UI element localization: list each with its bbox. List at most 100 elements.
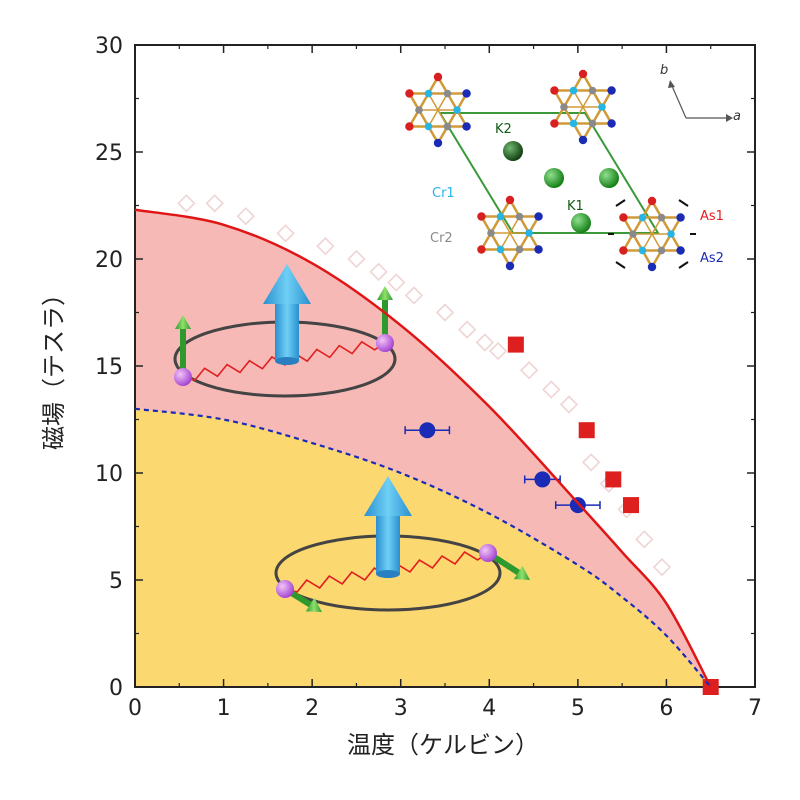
- series-solid-line: [134, 208, 712, 688]
- arsenic-atom: [462, 122, 471, 131]
- data-point-square: [578, 422, 595, 439]
- inset-label-cr1: Cr1: [432, 186, 455, 201]
- x-tick-label: 4: [482, 696, 496, 721]
- y-tick-label: 25: [95, 141, 123, 166]
- spin-illustration-lower: [274, 476, 530, 612]
- axis-ticks: [134, 44, 756, 688]
- arrow-head-icon: [668, 80, 675, 88]
- spin-bar: [615, 199, 626, 207]
- inset-label-b: b: [660, 63, 668, 78]
- arsenic-atom: [534, 245, 543, 254]
- chromium-atom: [443, 89, 452, 98]
- chromium-atom: [496, 245, 505, 254]
- y-tick-label: 5: [109, 569, 123, 594]
- arsenic-atom: [607, 86, 616, 95]
- unit-cell: [438, 112, 660, 234]
- x-tick-label: 2: [305, 696, 319, 721]
- data-point-square: [623, 497, 639, 514]
- data-point-diamond: [435, 303, 455, 322]
- arsenic-atom: [534, 212, 543, 221]
- x-tick-label: 0: [128, 696, 142, 721]
- x-tick-label: 1: [217, 696, 231, 721]
- y-tick-label: 0: [109, 676, 123, 701]
- data-point-diamond: [475, 333, 494, 352]
- inset-label-as2: As2: [700, 251, 724, 266]
- data-point-diamond: [582, 453, 601, 472]
- data-point-circle: [534, 471, 551, 488]
- arsenic-atom: [405, 122, 414, 131]
- data-point-diamond: [347, 249, 366, 269]
- chromium-atom: [496, 212, 505, 221]
- phase-boundary-dashed: [134, 407, 712, 688]
- cr-as-cluster: [550, 69, 616, 145]
- chromium-atom: [560, 103, 568, 111]
- data-point-diamond: [387, 273, 406, 292]
- spin-illustration-upper: [173, 264, 397, 398]
- chromium-atom: [588, 86, 597, 95]
- x-tick-label: 6: [659, 696, 673, 721]
- chromium-atom: [525, 229, 533, 237]
- cr-as-cluster: [608, 196, 696, 272]
- data-series: [134, 194, 719, 695]
- arsenic-atom: [619, 246, 628, 255]
- y-tick-label: 30: [95, 34, 123, 59]
- spin-bar: [615, 261, 626, 269]
- spin-arrow-head: [263, 264, 311, 304]
- chromium-atom: [667, 230, 675, 238]
- chromium-atom: [598, 103, 606, 111]
- potassium-k1-atom: [544, 168, 564, 188]
- potassium-k2-atom: [503, 141, 523, 161]
- inset-label-as1: As1: [700, 209, 724, 224]
- y-tick-label: 10: [95, 462, 123, 487]
- data-point-diamond: [404, 286, 424, 305]
- arsenic-atom: [619, 213, 628, 222]
- arsenic-atom: [477, 212, 486, 221]
- data-point-diamond: [559, 395, 579, 414]
- inset-label-a: a: [733, 109, 741, 124]
- bond-triangle: [479, 197, 541, 251]
- chromium-atom: [657, 213, 666, 222]
- spin-illustrations: [173, 264, 530, 612]
- arsenic-atom: [550, 86, 559, 95]
- chromium-atom: [657, 246, 666, 255]
- arsenic-atom: [433, 138, 443, 148]
- data-point-diamond: [542, 380, 561, 399]
- data-point-diamond: [458, 320, 477, 339]
- spin-arrow-head: [364, 476, 412, 516]
- cr-as-cluster: [405, 72, 471, 148]
- chromium-atom: [638, 213, 647, 222]
- inset-label-k1: K1: [567, 199, 584, 214]
- arrow-head-icon: [726, 114, 733, 122]
- data-point-diamond: [316, 237, 335, 256]
- arsenic-atom: [607, 119, 616, 128]
- arsenic-atom: [433, 72, 443, 82]
- data-point-square: [605, 471, 622, 488]
- arsenic-atom: [405, 89, 414, 98]
- data-point-circle: [419, 422, 436, 439]
- chromium-atom: [424, 89, 433, 98]
- spin-arrow-shaft: [275, 302, 299, 361]
- magnetic-ion-icon: [174, 368, 192, 386]
- moment-arrow-head: [175, 315, 191, 329]
- bond-triangle: [407, 74, 469, 128]
- axis-b-arrow: [671, 85, 687, 119]
- spin-arrow-base: [376, 570, 400, 578]
- chromium-atom: [487, 229, 495, 237]
- arsenic-atom: [505, 261, 515, 271]
- inset-label-cr2: Cr2: [430, 231, 453, 246]
- chromium-atom: [515, 245, 524, 254]
- chromium-atom: [443, 122, 452, 131]
- chromium-atom: [453, 106, 461, 114]
- magnetic-ion-icon: [479, 544, 497, 562]
- arsenic-atom: [647, 196, 657, 206]
- spin-bar: [678, 199, 689, 207]
- bond-triangle: [552, 89, 614, 143]
- arsenic-atom: [550, 119, 559, 128]
- magnetic-ion-icon: [376, 334, 394, 352]
- bond-triangle: [479, 215, 541, 269]
- moment-arrow-head: [513, 565, 530, 580]
- x-tick-label: 5: [571, 696, 585, 721]
- phase-boundary-line: [134, 208, 712, 688]
- data-point-diamond: [635, 530, 654, 549]
- data-point-square: [507, 336, 524, 353]
